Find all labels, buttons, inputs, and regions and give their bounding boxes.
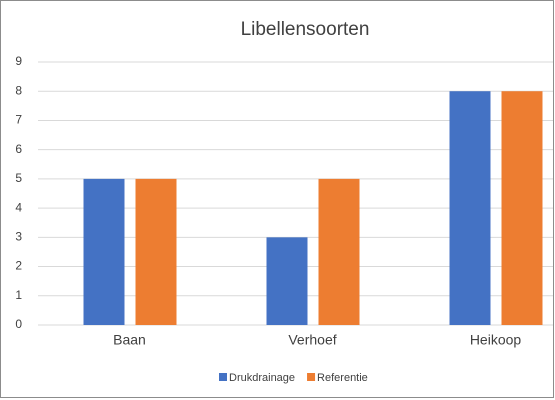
x-tick-label: Verhoef — [288, 332, 336, 348]
legend-label: Referentie — [317, 372, 368, 384]
bar — [318, 178, 360, 325]
bar — [135, 178, 177, 325]
chart-title: Libellensoorten — [241, 19, 370, 40]
x-tick-label: Baan — [113, 332, 146, 348]
bar — [449, 91, 491, 325]
bar — [266, 237, 308, 325]
y-tick-label: 7 — [15, 113, 22, 127]
bar — [83, 178, 125, 325]
y-tick-label: 4 — [15, 200, 22, 214]
legend-swatch — [307, 373, 316, 381]
legend-swatch — [219, 373, 227, 381]
x-tick-label: Heikoop — [470, 332, 522, 348]
y-tick-label: 5 — [15, 171, 22, 185]
y-tick-label: 1 — [15, 288, 22, 302]
y-tick-label: 3 — [15, 230, 22, 244]
bar — [501, 91, 543, 325]
y-tick-label: 9 — [15, 54, 22, 68]
y-tick-label: 0 — [15, 317, 22, 331]
y-tick-label: 8 — [15, 83, 22, 97]
y-tick-label: 6 — [15, 142, 22, 156]
y-tick-label: 2 — [15, 259, 22, 273]
legend-label: Drukdrainage — [229, 372, 295, 384]
